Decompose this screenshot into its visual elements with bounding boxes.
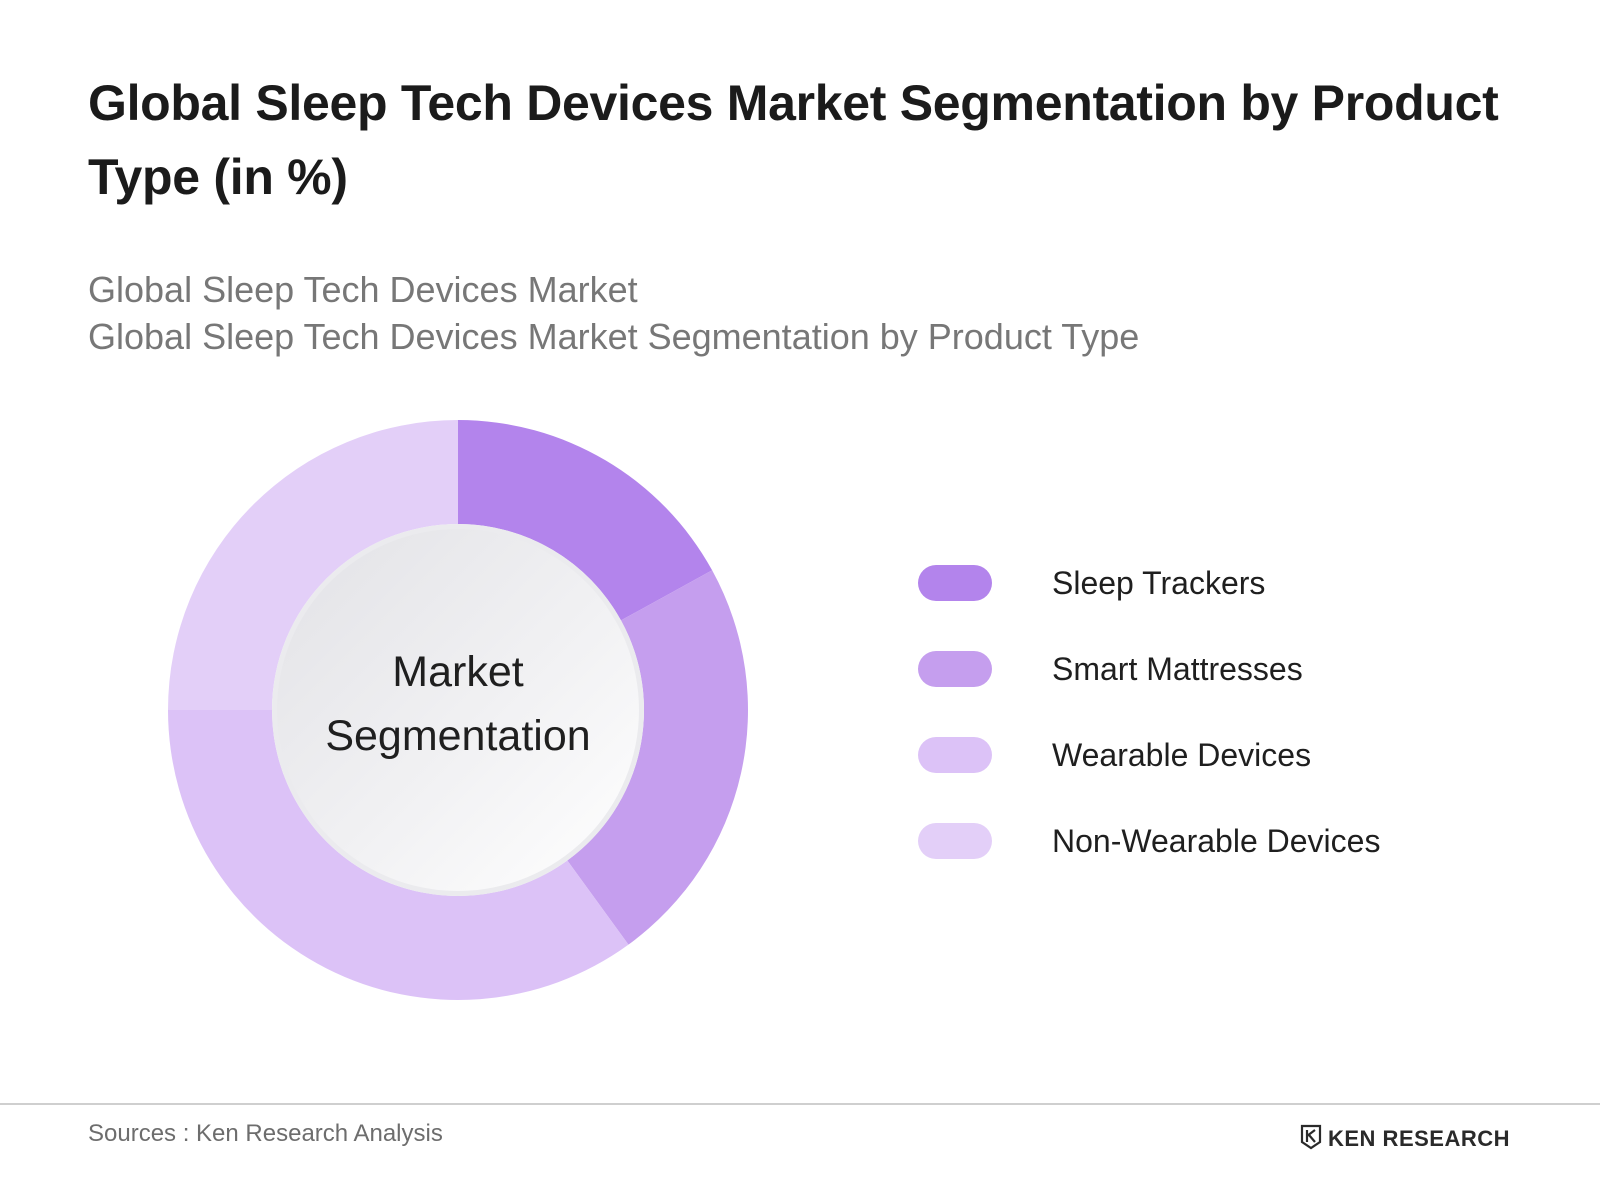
brand-logo[interactable]: KEN RESEARCH bbox=[1300, 1122, 1510, 1156]
legend-item-non-wearable-devices[interactable]: Non-Wearable Devices bbox=[918, 798, 1558, 884]
ken-research-logo-icon bbox=[1300, 1124, 1322, 1155]
legend-label: Non-Wearable Devices bbox=[1052, 822, 1381, 859]
legend-label: Sleep Trackers bbox=[1052, 564, 1266, 601]
legend-swatch bbox=[918, 823, 992, 859]
legend-item-sleep-trackers[interactable]: Sleep Trackers bbox=[918, 540, 1558, 626]
legend-label: Smart Mattresses bbox=[1052, 650, 1303, 687]
center-label-line-2: Segmentation bbox=[325, 712, 590, 760]
chart-subtitle: Global Sleep Tech Devices Market Global … bbox=[88, 266, 1488, 360]
slice-wearable-devices[interactable] bbox=[168, 710, 629, 1000]
legend-swatch bbox=[918, 651, 992, 687]
footer-divider bbox=[0, 1103, 1600, 1105]
donut-center bbox=[277, 529, 639, 891]
chart-legend: Sleep Trackers Smart Mattresses Wearable… bbox=[918, 540, 1558, 884]
source-note: Sources : Ken Research Analysis bbox=[88, 1120, 443, 1147]
center-label-line-1: Market bbox=[392, 648, 523, 696]
legend-label: Wearable Devices bbox=[1052, 736, 1312, 773]
subtitle-line-1: Global Sleep Tech Devices Market bbox=[88, 269, 638, 310]
brand-name: KEN RESEARCH bbox=[1328, 1126, 1511, 1151]
slice-smart-mattresses[interactable] bbox=[567, 570, 748, 945]
subtitle-line-2: Global Sleep Tech Devices Market Segment… bbox=[88, 316, 1140, 357]
donut-slices bbox=[168, 420, 748, 1000]
chart-title: Global Sleep Tech Devices Market Segment… bbox=[88, 75, 1499, 205]
legend-swatch bbox=[918, 737, 992, 773]
slice-non-wearable-devices[interactable] bbox=[168, 420, 458, 710]
legend-item-wearable-devices[interactable]: Wearable Devices bbox=[918, 712, 1558, 798]
donut-chart: Market Segmentation bbox=[168, 420, 748, 1000]
legend-item-smart-mattresses[interactable]: Smart Mattresses bbox=[918, 626, 1558, 712]
legend-swatch bbox=[918, 565, 992, 601]
slice-sleep-trackers[interactable] bbox=[458, 420, 713, 621]
